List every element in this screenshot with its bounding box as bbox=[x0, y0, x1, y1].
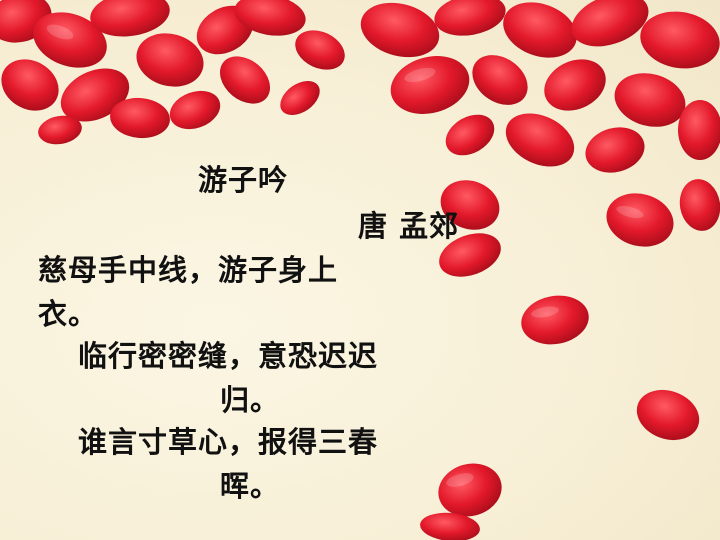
poem-line: 归。 bbox=[220, 383, 281, 417]
poem-line: 衣。 bbox=[38, 297, 99, 331]
poem-title: 游子吟 bbox=[198, 163, 289, 197]
poem-author: 唐 孟郊 bbox=[358, 209, 460, 243]
poem-line: 慈母手中线，游子身上 bbox=[38, 253, 339, 287]
poem-line: 谁言寸草心，报得三春 bbox=[78, 425, 379, 459]
poem-line: 临行密密缝，意恐迟迟 bbox=[78, 339, 379, 373]
poem-line: 晖。 bbox=[220, 469, 281, 503]
